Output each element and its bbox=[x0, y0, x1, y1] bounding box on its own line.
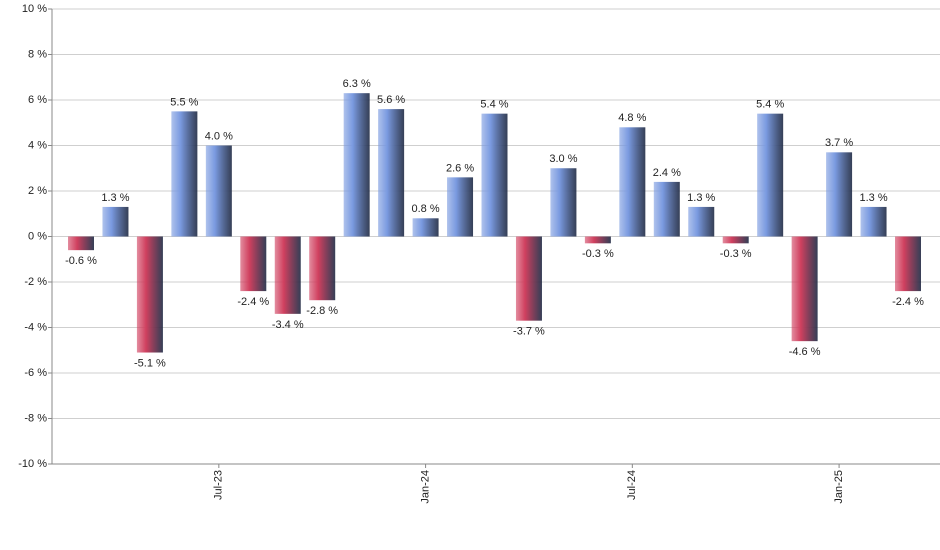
bar bbox=[240, 236, 267, 292]
value-label: -3.7 % bbox=[513, 326, 545, 338]
value-label: 4.8 % bbox=[618, 112, 646, 124]
y-tick-label: 4 % bbox=[28, 139, 47, 151]
bar bbox=[68, 236, 94, 251]
bar bbox=[653, 181, 680, 237]
value-label: -2.4 % bbox=[892, 296, 924, 308]
bar bbox=[895, 236, 921, 292]
y-tick-label: -2 % bbox=[24, 276, 47, 288]
value-label: 5.4 % bbox=[480, 99, 508, 111]
bar bbox=[550, 168, 577, 237]
value-label: -3.4 % bbox=[272, 319, 304, 331]
bar bbox=[102, 206, 129, 237]
value-label: -0.3 % bbox=[720, 248, 752, 260]
y-tick-label: -6 % bbox=[24, 367, 47, 379]
value-label: 1.3 % bbox=[687, 192, 715, 204]
bar bbox=[515, 236, 542, 321]
bar bbox=[481, 113, 508, 237]
value-label: -4.6 % bbox=[789, 346, 821, 358]
value-label: 1.3 % bbox=[859, 192, 887, 204]
bar bbox=[136, 236, 163, 353]
bar bbox=[688, 206, 715, 237]
bar bbox=[412, 218, 439, 237]
value-label: 5.5 % bbox=[170, 96, 198, 108]
value-label: -2.8 % bbox=[306, 305, 338, 317]
bar bbox=[860, 206, 887, 237]
x-tick-label: Jan-24 bbox=[419, 470, 431, 504]
bar bbox=[274, 236, 301, 314]
x-tick-label: Jul-23 bbox=[213, 470, 225, 500]
bar bbox=[171, 111, 198, 237]
y-tick-label: -10 % bbox=[18, 458, 47, 470]
y-tick-label: 0 % bbox=[28, 230, 47, 242]
value-label: 5.4 % bbox=[756, 99, 784, 111]
bar bbox=[343, 93, 370, 237]
value-label: 5.6 % bbox=[377, 94, 405, 106]
value-label: 2.6 % bbox=[446, 162, 474, 174]
value-label: 2.4 % bbox=[653, 167, 681, 179]
value-label: -0.3 % bbox=[582, 248, 614, 260]
value-label: -5.1 % bbox=[134, 357, 166, 369]
x-tick-label: Jul-24 bbox=[626, 470, 638, 500]
value-label: 0.8 % bbox=[412, 203, 440, 215]
value-label: 4.0 % bbox=[205, 130, 233, 142]
y-tick-label: -4 % bbox=[24, 321, 47, 333]
x-tick-label: Jan-25 bbox=[833, 470, 845, 504]
value-label: 6.3 % bbox=[343, 78, 371, 90]
y-tick-label: 6 % bbox=[28, 94, 47, 106]
bar bbox=[757, 113, 784, 237]
value-label: -0.6 % bbox=[65, 255, 97, 267]
y-tick-label: 8 % bbox=[28, 48, 47, 60]
bar bbox=[791, 236, 818, 342]
y-tick-label: -8 % bbox=[24, 412, 47, 424]
value-label: 1.3 % bbox=[101, 192, 129, 204]
bar bbox=[722, 236, 749, 244]
y-tick-label: 2 % bbox=[28, 185, 47, 197]
bar bbox=[584, 236, 611, 244]
value-label: 3.0 % bbox=[549, 153, 577, 165]
value-label: -2.4 % bbox=[237, 296, 269, 308]
y-tick-label: 10 % bbox=[22, 3, 47, 15]
bar bbox=[619, 127, 646, 237]
bar bbox=[378, 109, 405, 237]
bar bbox=[309, 236, 336, 301]
value-label: 3.7 % bbox=[825, 137, 853, 149]
bar bbox=[447, 177, 474, 237]
bar bbox=[205, 145, 232, 237]
bar bbox=[826, 152, 853, 237]
